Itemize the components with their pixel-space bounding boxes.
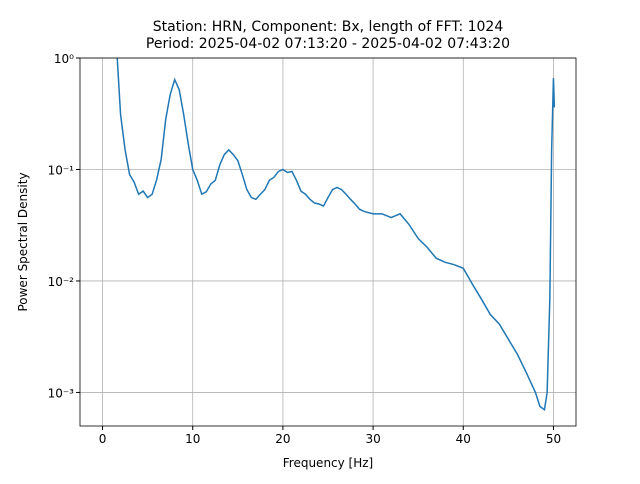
x-tick-label: 30 xyxy=(365,432,380,446)
data-line xyxy=(116,58,556,412)
y-tick-label: 10⁰ xyxy=(54,52,74,66)
x-tick-label: 40 xyxy=(456,432,471,446)
y-axis-label: Power Spectral Density xyxy=(16,172,30,311)
x-tick-label: 10 xyxy=(185,432,200,446)
y-tick-label: 10⁻¹ xyxy=(48,163,75,177)
x-tick-label: 20 xyxy=(275,432,290,446)
chart-subtitle: Period: 2025-04-02 07:13:20 - 2025-04-02… xyxy=(146,36,510,52)
y-tick-label: 10⁻² xyxy=(48,275,75,289)
chart-title: Station: HRN, Component: Bx, length of F… xyxy=(153,19,504,35)
x-axis-label: Frequency [Hz] xyxy=(283,456,374,470)
x-tick-label: 50 xyxy=(546,432,561,446)
y-tick-label: 10⁻³ xyxy=(48,386,75,400)
plot-frame xyxy=(79,57,577,427)
x-tick-label: 0 xyxy=(99,432,107,446)
